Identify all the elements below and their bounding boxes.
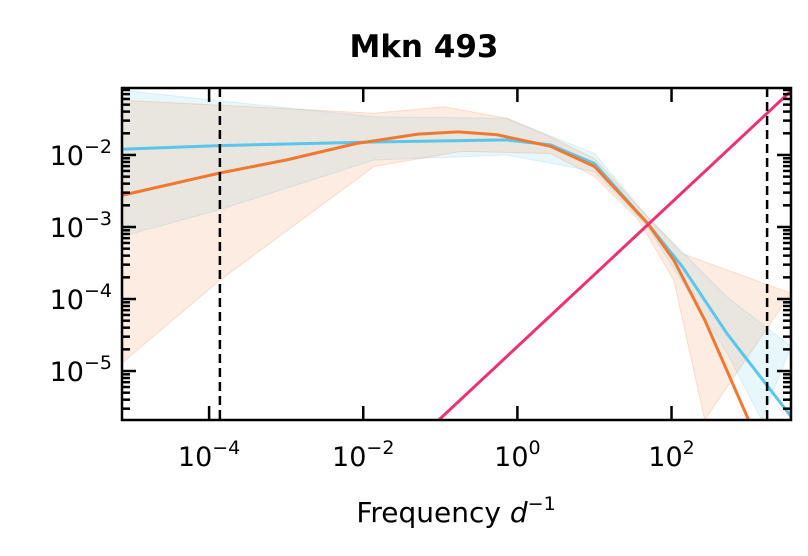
x-axis-label: Frequency d−1 — [356, 493, 555, 529]
x-tick-label: 100 — [494, 437, 540, 473]
tick-labels: 10−4 10−2 100 102 10−2 10−3 10−4 10−5 — [50, 136, 695, 473]
y-tick-label: 10−5 — [50, 352, 112, 388]
series-lines — [122, 89, 791, 420]
x-tick-label: 10−2 — [332, 437, 394, 473]
axis-ticks — [122, 88, 791, 420]
confidence-bands — [122, 89, 791, 420]
model-orange-line — [122, 130, 750, 420]
model-orange-band — [122, 99, 791, 420]
y-tick-label: 10−2 — [50, 136, 112, 172]
x-tick-label: 10−4 — [178, 437, 240, 473]
y-tick-label: 10−4 — [50, 280, 112, 316]
model-blue-line — [122, 138, 791, 418]
model-blue-band — [122, 89, 791, 420]
x-tick-label: 102 — [648, 437, 694, 473]
chart-title: Mkn 493 — [349, 29, 498, 65]
plot-frame — [120, 86, 793, 422]
noise-line-line — [437, 89, 791, 420]
y-tick-label: 10−3 — [50, 208, 112, 244]
